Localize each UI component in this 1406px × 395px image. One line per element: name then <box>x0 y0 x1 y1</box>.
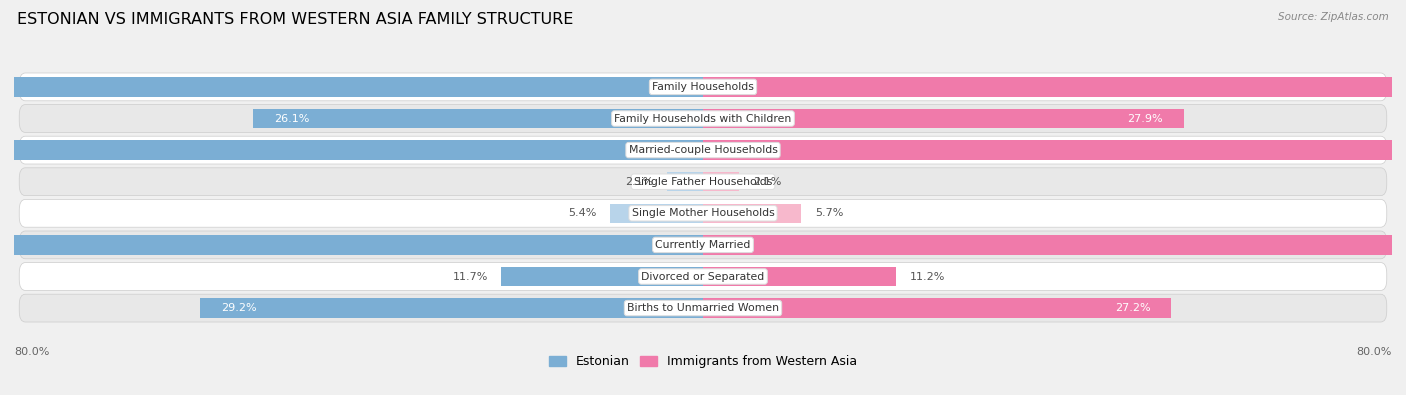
Text: Single Mother Households: Single Mother Households <box>631 208 775 218</box>
Bar <box>703 298 1171 318</box>
Bar <box>703 203 801 223</box>
Bar <box>502 267 703 286</box>
Bar <box>0 235 703 255</box>
Text: Family Households: Family Households <box>652 82 754 92</box>
FancyBboxPatch shape <box>20 168 1386 196</box>
Text: Source: ZipAtlas.com: Source: ZipAtlas.com <box>1278 12 1389 22</box>
FancyBboxPatch shape <box>20 231 1386 259</box>
FancyBboxPatch shape <box>20 136 1386 164</box>
Text: 27.9%: 27.9% <box>1128 113 1163 124</box>
Bar <box>703 77 1406 97</box>
Text: 80.0%: 80.0% <box>1357 347 1392 357</box>
Text: 2.1%: 2.1% <box>754 177 782 187</box>
Text: 29.2%: 29.2% <box>221 303 256 313</box>
Text: 26.1%: 26.1% <box>274 113 309 124</box>
FancyBboxPatch shape <box>20 105 1386 132</box>
Text: 11.7%: 11.7% <box>453 271 488 282</box>
Text: Currently Married: Currently Married <box>655 240 751 250</box>
Text: Family Households with Children: Family Households with Children <box>614 113 792 124</box>
Text: 27.2%: 27.2% <box>1115 303 1152 313</box>
Bar <box>0 77 703 97</box>
FancyBboxPatch shape <box>20 263 1386 290</box>
Text: Married-couple Households: Married-couple Households <box>628 145 778 155</box>
Bar <box>703 235 1406 255</box>
Text: Divorced or Separated: Divorced or Separated <box>641 271 765 282</box>
Bar <box>200 298 703 318</box>
Bar <box>610 203 703 223</box>
Bar <box>703 172 740 192</box>
Bar <box>666 172 703 192</box>
FancyBboxPatch shape <box>20 199 1386 227</box>
Legend: Estonian, Immigrants from Western Asia: Estonian, Immigrants from Western Asia <box>544 350 862 373</box>
Text: 11.2%: 11.2% <box>910 271 945 282</box>
Bar <box>703 140 1406 160</box>
FancyBboxPatch shape <box>20 73 1386 101</box>
Bar <box>703 109 1184 128</box>
Text: ESTONIAN VS IMMIGRANTS FROM WESTERN ASIA FAMILY STRUCTURE: ESTONIAN VS IMMIGRANTS FROM WESTERN ASIA… <box>17 12 574 27</box>
Bar <box>253 109 703 128</box>
FancyBboxPatch shape <box>20 294 1386 322</box>
Text: 2.1%: 2.1% <box>624 177 652 187</box>
Bar <box>703 267 896 286</box>
Text: Births to Unmarried Women: Births to Unmarried Women <box>627 303 779 313</box>
Text: 5.7%: 5.7% <box>815 208 844 218</box>
Text: 80.0%: 80.0% <box>14 347 49 357</box>
Text: Single Father Households: Single Father Households <box>634 177 772 187</box>
Text: 5.4%: 5.4% <box>568 208 596 218</box>
Bar <box>0 140 703 160</box>
